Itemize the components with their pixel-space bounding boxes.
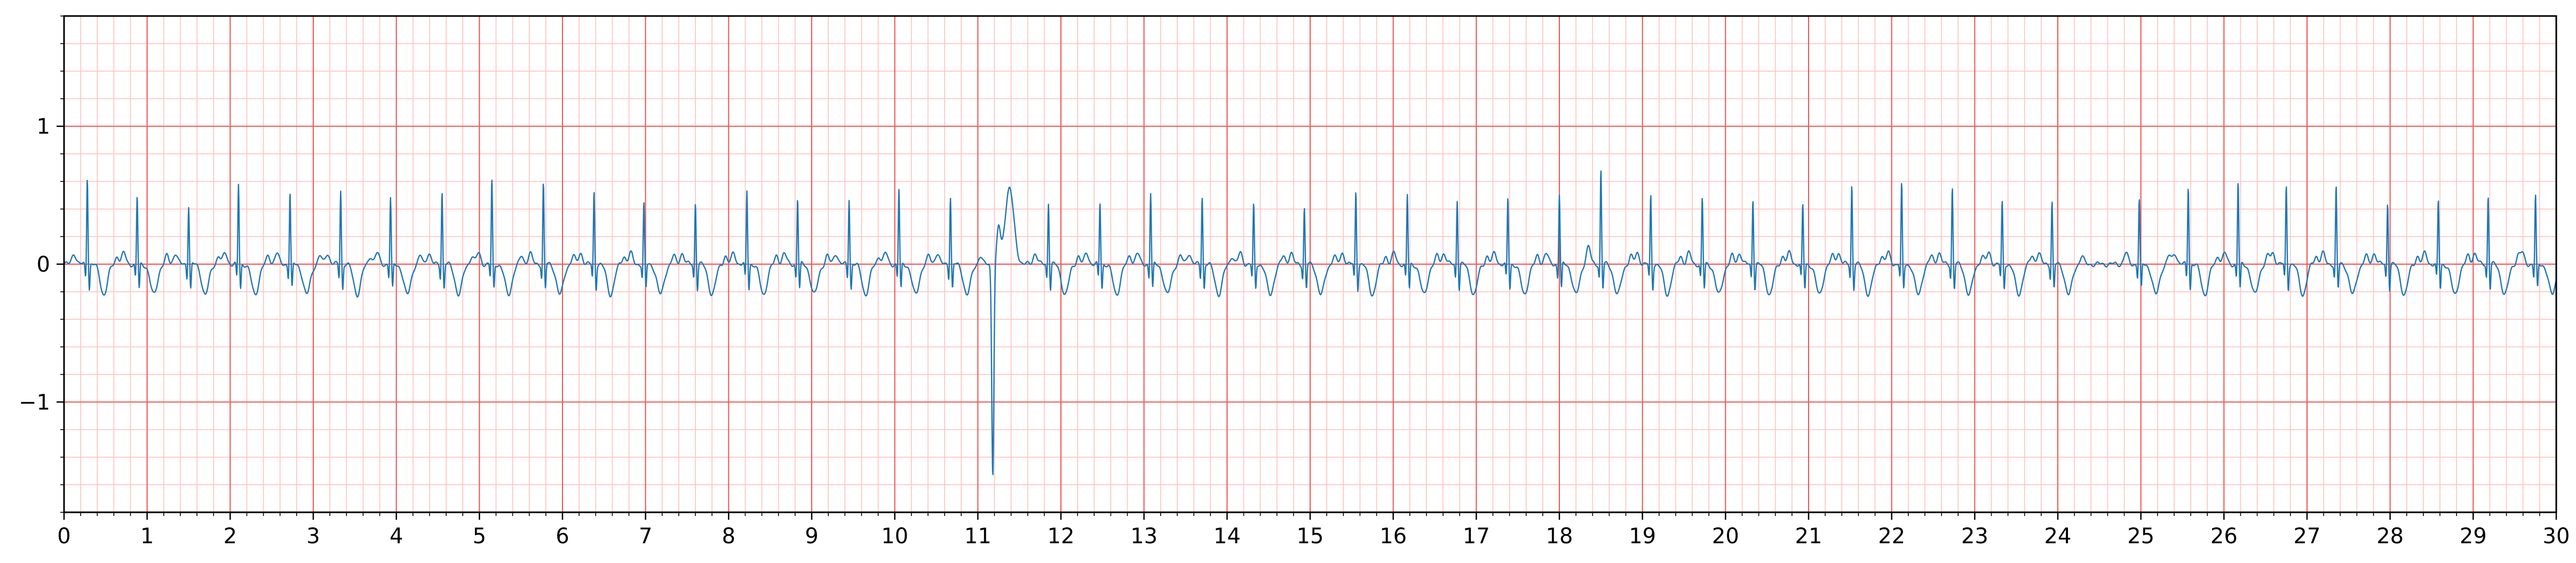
x-tick-label: 29: [2460, 524, 2487, 549]
x-tick-label: 13: [1130, 524, 1158, 549]
x-tick-label: 7: [639, 524, 652, 549]
x-tick-label: 23: [1961, 524, 1988, 549]
x-tick-label: 10: [881, 524, 908, 549]
x-tick-label: 5: [473, 524, 486, 549]
ecg-signal-line: [63, 170, 2557, 475]
x-tick-label: 11: [964, 524, 992, 549]
x-tick-label: 30: [2543, 524, 2570, 549]
y-tick-label: 0: [37, 252, 50, 277]
x-tick-label: 20: [1712, 524, 1739, 549]
axis-ticks: [57, 15, 2557, 520]
x-tick-label: 1: [140, 524, 154, 549]
x-tick-label: 3: [306, 524, 320, 549]
x-tick-label: 26: [2210, 524, 2238, 549]
x-tick-label: 27: [2294, 524, 2321, 549]
x-tick-label: 6: [556, 524, 569, 549]
x-tick-label: 17: [1463, 524, 1490, 549]
x-tick-label: 25: [2127, 524, 2154, 549]
x-tick-label: 19: [1629, 524, 1656, 549]
x-tick-label: 2: [224, 524, 237, 549]
x-tick-label: 16: [1380, 524, 1407, 549]
y-tick-label: 1: [37, 115, 50, 139]
x-tick-label: 22: [1878, 524, 1905, 549]
y-tick-label: −1: [19, 390, 50, 415]
x-tick-label: 4: [390, 524, 403, 549]
x-tick-label: 9: [805, 524, 818, 549]
x-tick-label: 15: [1297, 524, 1324, 549]
x-tick-label: 8: [722, 524, 735, 549]
x-tick-label: 18: [1546, 524, 1573, 549]
x-tick-label: 21: [1795, 524, 1822, 549]
x-tick-label: 12: [1048, 524, 1075, 549]
axis-tick-labels: 0 1 2 3 4 5 6 7 8 9 10 11 12 13 14 15 16 17 18 19 20 21 22 23 24…: [19, 115, 2570, 549]
x-tick-label: 28: [2376, 524, 2404, 549]
x-tick-label: 24: [2044, 524, 2072, 549]
x-tick-label: 0: [57, 524, 70, 549]
x-tick-label: 14: [1214, 524, 1241, 549]
